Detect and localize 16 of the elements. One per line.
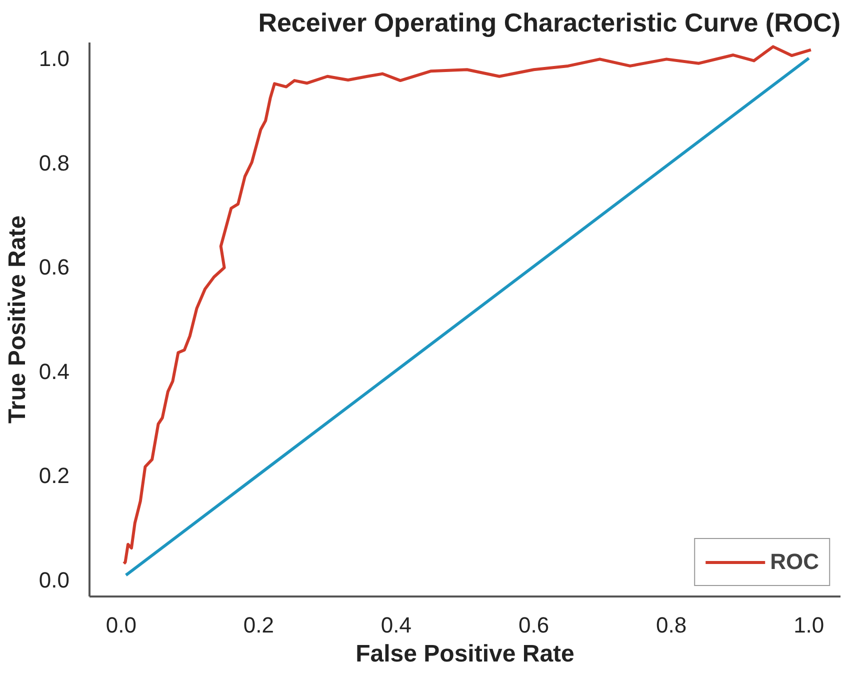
y-tick-label: 0.6 [38, 254, 70, 280]
y-tick-label: 0.2 [38, 463, 70, 488]
y-tick-label: 0.0 [38, 567, 70, 592]
x-tick-label: 0.8 [656, 612, 687, 638]
x-tick-label: 0.4 [380, 612, 412, 638]
y-tick-label: 1.0 [38, 46, 70, 72]
x-tick-label: 0.6 [518, 612, 550, 638]
chart-title: Receiver Operating Characteristic Curve (ROC) [258, 8, 841, 38]
x-tick-label: 0.0 [106, 612, 136, 638]
y-tick-label: 0.8 [38, 150, 70, 176]
x-tick-label: 0.2 [243, 612, 274, 638]
x-tick-label: 1.0 [794, 612, 824, 638]
x-axis-title: False Positive Rate [356, 640, 574, 668]
y-axis-title: True Positive Rate [4, 215, 31, 424]
legend-label: ROC [770, 549, 819, 575]
y-tick-label: 0.4 [38, 358, 70, 384]
